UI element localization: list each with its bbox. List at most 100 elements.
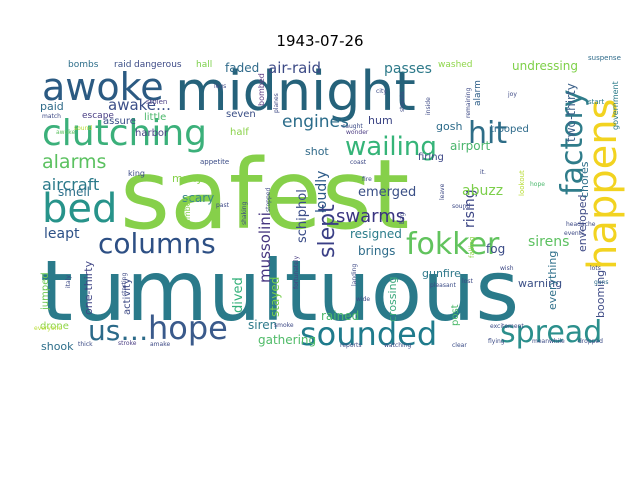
- cloud-word: clear: [452, 342, 467, 349]
- cloud-word: wailing: [345, 132, 437, 162]
- cloud-word: firing: [418, 152, 444, 163]
- cloud-word: post: [450, 304, 461, 326]
- cloud-word: abuzz: [462, 183, 503, 199]
- cloud-word: us…: [88, 314, 148, 347]
- cloud-word: jumped: [40, 272, 51, 311]
- cloud-word: loudly: [314, 171, 330, 213]
- cloud-word: bombed: [257, 73, 266, 106]
- cloud-word: dropped: [578, 338, 603, 345]
- cloud-word: passes: [384, 61, 432, 77]
- cloud-word: airport: [450, 139, 491, 153]
- cloud-word: stayed: [268, 277, 282, 317]
- cloud-word: siren: [248, 318, 277, 332]
- cloud-word: factory: [555, 89, 590, 195]
- cloud-word: midnight: [175, 60, 416, 123]
- cloud-word: aircraft: [42, 175, 99, 194]
- cloud-word: little: [144, 112, 166, 123]
- cloud-word: resigned: [350, 227, 402, 241]
- cloud-word: shaking: [241, 201, 248, 225]
- cloud-word: awake…: [108, 96, 171, 114]
- cloud-word: lots: [590, 265, 601, 272]
- cloud-word: watching: [384, 342, 412, 349]
- cloud-word: assure: [103, 116, 136, 127]
- cloud-word: mussolini: [256, 212, 274, 283]
- cloud-word: shook: [41, 340, 74, 353]
- cloud-word: landing: [351, 264, 358, 286]
- cloud-word: bag: [399, 213, 406, 224]
- cloud-word: streets: [399, 91, 406, 112]
- cloud-word: lookout: [518, 170, 526, 196]
- cloud-word: fog: [486, 242, 505, 256]
- cloud-word: events: [564, 230, 584, 237]
- cloud-word: smell: [58, 185, 90, 199]
- cloud-word: suspense: [588, 54, 621, 62]
- cloud-word: start: [588, 98, 605, 106]
- cloud-word: amake: [150, 341, 170, 348]
- cloud-word: stroke: [118, 340, 137, 347]
- cloud-word: happens: [580, 99, 626, 270]
- cloud-word: undressing: [512, 59, 578, 73]
- cloud-word: everything: [546, 251, 559, 310]
- cloud-word: alarm: [473, 80, 483, 106]
- cloud-word: it.: [480, 169, 486, 176]
- cloud-word: warning: [518, 277, 562, 290]
- cloud-word: wonder: [346, 129, 369, 136]
- cloud-word: inside: [425, 97, 432, 115]
- cloud-word: wish: [500, 265, 514, 272]
- cloud-word: king: [128, 169, 145, 178]
- cloud-word: dived: [231, 277, 246, 313]
- cloud-word: gunfire: [422, 267, 461, 280]
- cloud-word: hope: [148, 309, 228, 347]
- cloud-word: coast: [350, 159, 367, 166]
- cloud-word: brings: [358, 244, 395, 258]
- cloud-word: sirens: [528, 234, 569, 250]
- cloud-word: dangerous: [134, 60, 182, 70]
- cloud-word: gathering: [258, 333, 316, 347]
- cloud-word: paid: [40, 100, 64, 113]
- cloud-word: excitement: [490, 323, 524, 330]
- cloud-word: seven: [226, 109, 256, 120]
- cloud-word: many: [172, 172, 203, 185]
- cloud-word: lost: [462, 278, 473, 285]
- cloud-word: engines: [282, 112, 349, 132]
- cloud-word: washed: [438, 60, 473, 70]
- cloud-word: chores: [578, 161, 591, 198]
- cloud-word: sound: [452, 203, 470, 210]
- cloud-word: shot: [305, 145, 329, 158]
- cloud-word: swarms: [336, 206, 405, 227]
- cloud-word: two-thirty: [564, 83, 578, 142]
- cloud-word: starting: [121, 273, 128, 296]
- cloud-word: one-thirty: [82, 260, 95, 315]
- cloud-word: rising: [462, 189, 478, 228]
- cloud-word: hope: [530, 181, 545, 188]
- cloud-word: falling: [468, 237, 476, 258]
- cloud-word: emerged: [358, 185, 416, 200]
- cloud-word: activity: [122, 278, 133, 315]
- cloud-word: tumultuous: [40, 242, 519, 340]
- cloud-word: city: [376, 88, 387, 95]
- cloud-word: sound: [74, 125, 92, 132]
- cloud-word: match: [42, 113, 61, 120]
- cloud-word: columns: [98, 227, 216, 260]
- cloud-word: stopped: [265, 188, 272, 212]
- cloud-word: half: [230, 127, 249, 138]
- cloud-word: trooped: [490, 124, 529, 135]
- cloud-word: leave: [439, 183, 446, 200]
- cloud-word: bed: [42, 186, 117, 232]
- cloud-word: alarms: [42, 151, 106, 173]
- cloud-word: fortunately: [293, 255, 300, 289]
- cloud-word: headache: [566, 221, 596, 228]
- cloud-word: caught: [342, 123, 363, 130]
- cloud-word: remaining: [465, 88, 472, 118]
- cloud-word: awoke: [56, 129, 76, 136]
- cloud-word: enveloped: [576, 194, 589, 252]
- cloud-word: reports: [340, 342, 361, 349]
- cloud-word: everyone: [34, 325, 62, 332]
- cloud-word: thick: [78, 341, 93, 348]
- cloud-word: italy: [65, 275, 72, 288]
- cloud-word: joy: [507, 91, 517, 98]
- cloud-word: legs: [214, 83, 226, 90]
- cloud-word: wide: [356, 296, 370, 303]
